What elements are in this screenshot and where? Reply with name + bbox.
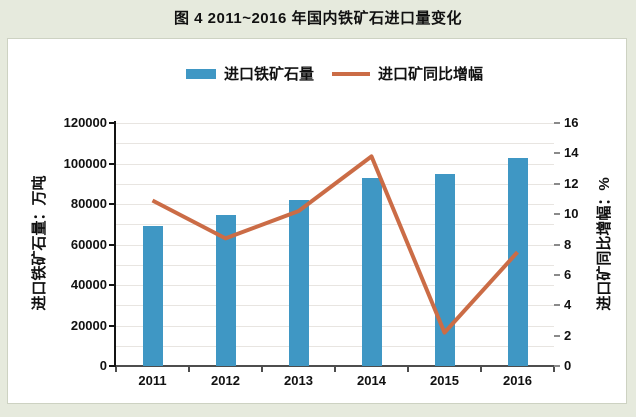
y-tick-label-right: 0 xyxy=(564,358,572,373)
y-tick-label-right: 6 xyxy=(564,266,572,282)
bar-2012 xyxy=(215,215,236,366)
growth-line xyxy=(151,154,519,335)
gridline xyxy=(116,345,554,347)
x-tick-mark xyxy=(407,367,409,372)
y-tick-label-right: 8 xyxy=(564,236,572,252)
y-tick-mark-left xyxy=(109,122,116,124)
gridline xyxy=(116,325,554,327)
y-tick-mark-left xyxy=(109,284,116,286)
x-tick-label-2012: 2012 xyxy=(211,373,240,388)
y-tick-label-right: 12 xyxy=(564,175,579,191)
x-tick-mark xyxy=(188,367,190,372)
y-tick-mark-right xyxy=(554,213,560,216)
figure-title: 图 4 2011~2016 年国内铁矿石进口量变化 xyxy=(173,10,463,27)
y-tick-mark-right xyxy=(554,243,560,246)
chart-legend: 进口铁矿石量 进口矿同比增幅 xyxy=(186,63,483,84)
x-tick-label-2013: 2013 xyxy=(284,373,313,388)
gridline xyxy=(116,305,554,307)
gridline xyxy=(116,224,554,226)
y-tick-mark-right xyxy=(554,182,560,185)
y-tick-label-left: 60000 xyxy=(70,236,107,252)
y-tick-mark-right xyxy=(554,334,560,337)
y-tick-mark-right xyxy=(554,122,560,124)
y-tick-label-right: 16 xyxy=(564,115,579,130)
y-tick-label-left: 0 xyxy=(99,358,107,373)
gridline xyxy=(116,143,554,145)
x-tick-mark xyxy=(115,367,117,372)
x-tick-mark xyxy=(553,367,555,372)
x-tick-label-2016: 2016 xyxy=(503,373,532,388)
legend-item-import-volume: 进口铁矿石量 xyxy=(186,63,314,84)
gridline xyxy=(116,244,554,246)
growth-line-chart xyxy=(151,154,519,335)
y-tick-mark-left xyxy=(109,324,116,327)
x-tick-label-2011: 2011 xyxy=(138,373,167,388)
gridline xyxy=(116,163,554,165)
x-tick-mark xyxy=(334,367,336,372)
y-tick-mark-left xyxy=(109,203,116,205)
y-tick-mark-left xyxy=(109,243,116,246)
y-tick-mark-right xyxy=(554,152,560,155)
bar-2011 xyxy=(142,226,163,366)
y-tick-label-right: 4 xyxy=(564,297,572,313)
y-tick-label-right: 14 xyxy=(564,145,579,161)
bar-2014 xyxy=(361,177,382,366)
y-tick-label-left: 20000 xyxy=(70,317,107,333)
x-tick-mark xyxy=(261,367,263,372)
legend-label-growth-rate: 进口矿同比增幅 xyxy=(378,66,484,83)
y-tick-label-left: 120000 xyxy=(63,115,107,130)
chart-panel: 进口铁矿石量 进口矿同比增幅 进口铁矿石量：万吨 进口矿同比增幅：% 0 2000… xyxy=(7,38,627,404)
gridline xyxy=(116,204,554,205)
gridline xyxy=(116,264,554,266)
gridline xyxy=(116,123,554,124)
y-tick-label-left: 80000 xyxy=(70,196,107,211)
gridline xyxy=(116,285,554,286)
legend-bar-swatch-icon xyxy=(186,68,216,79)
y-tick-mark-left xyxy=(109,162,116,165)
y-tick-mark-right xyxy=(554,304,560,307)
x-tick-label-2014: 2014 xyxy=(357,373,386,388)
legend-label-import-volume: 进口铁矿石量 xyxy=(224,66,315,83)
y-tick-mark-right xyxy=(554,365,560,367)
y-tick-mark-right xyxy=(554,273,560,276)
bar-2013 xyxy=(288,199,309,366)
y-tick-label-left: 100000 xyxy=(63,155,107,171)
plot-area xyxy=(116,123,554,366)
legend-line-swatch-icon xyxy=(332,71,371,76)
y-tick-label-right: 10 xyxy=(564,206,579,222)
y-tick-label-right: 2 xyxy=(564,327,572,343)
bar-2016 xyxy=(507,158,528,366)
y-tick-mark-left xyxy=(109,365,116,367)
legend-item-growth-rate: 进口矿同比增幅 xyxy=(332,63,483,84)
right-axis-title: 进口矿同比增幅：% xyxy=(596,177,613,311)
x-axis-line xyxy=(114,365,555,367)
x-tick-label-2015: 2015 xyxy=(430,373,459,388)
y-tick-label-left: 40000 xyxy=(70,277,107,292)
x-tick-mark xyxy=(480,367,482,372)
